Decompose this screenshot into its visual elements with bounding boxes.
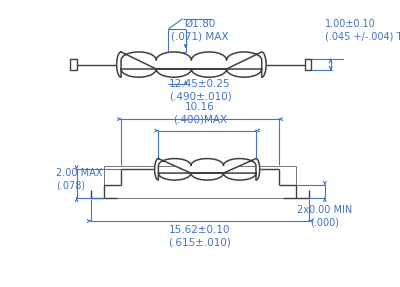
Text: Ø1.80
(.071) MAX: Ø1.80 (.071) MAX — [171, 19, 229, 41]
Bar — [70, 59, 76, 70]
Text: 2.00 MAX
(.078): 2.00 MAX (.078) — [56, 168, 103, 191]
Polygon shape — [117, 52, 266, 77]
Text: 2x0.00 MIN
(.000): 2x0.00 MIN (.000) — [297, 205, 352, 228]
Text: 1.00±0.10
(.045 +/-.004) TYP: 1.00±0.10 (.045 +/-.004) TYP — [325, 19, 400, 41]
Text: 15.62±0.10
(.615±.010): 15.62±0.10 (.615±.010) — [168, 225, 232, 248]
Bar — [305, 59, 311, 70]
Text: 12.45±0.25
(.490±.010): 12.45±0.25 (.490±.010) — [169, 79, 231, 102]
Text: 10.16
(.400)MAX: 10.16 (.400)MAX — [173, 102, 227, 125]
Polygon shape — [155, 159, 260, 180]
